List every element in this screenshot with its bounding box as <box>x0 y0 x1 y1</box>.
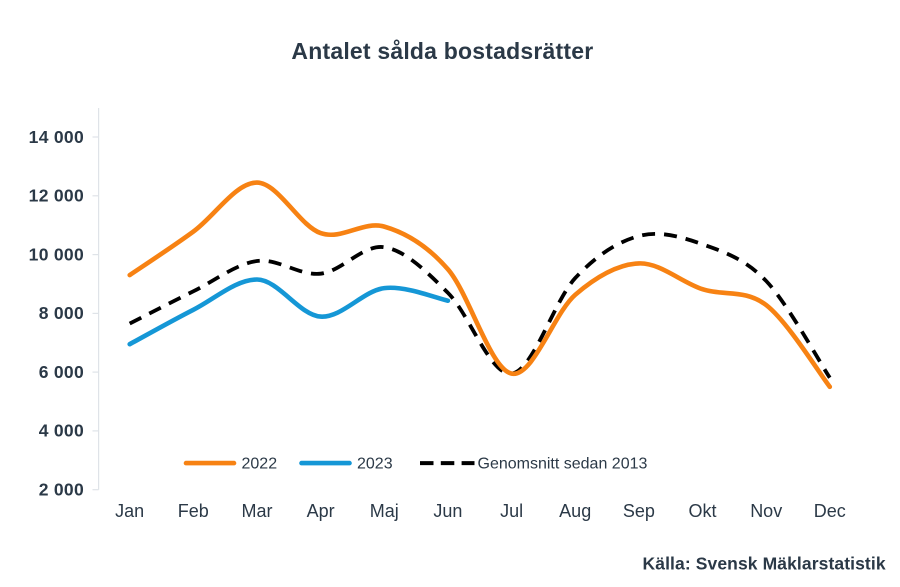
svg-text:Okt: Okt <box>688 501 716 521</box>
svg-text:Sep: Sep <box>623 501 655 521</box>
svg-text:Jun: Jun <box>433 501 462 521</box>
svg-text:Jan: Jan <box>115 501 144 521</box>
svg-text:Källa: Svensk Mäklarstatistik: Källa: Svensk Mäklarstatistik <box>643 554 886 574</box>
svg-text:4 000: 4 000 <box>39 421 84 441</box>
svg-text:Apr: Apr <box>307 501 335 521</box>
svg-text:Dec: Dec <box>814 501 846 521</box>
svg-text:Aug: Aug <box>559 501 591 521</box>
svg-text:Maj: Maj <box>370 501 399 521</box>
svg-text:Nov: Nov <box>750 501 782 521</box>
svg-text:2023: 2023 <box>357 455 393 472</box>
svg-text:Mar: Mar <box>242 501 273 521</box>
svg-text:2022: 2022 <box>242 455 278 472</box>
svg-text:Feb: Feb <box>178 501 209 521</box>
svg-text:6 000: 6 000 <box>39 362 84 382</box>
svg-text:12 000: 12 000 <box>29 186 84 206</box>
svg-text:2 000: 2 000 <box>39 480 84 500</box>
svg-text:14 000: 14 000 <box>29 127 84 147</box>
svg-text:10 000: 10 000 <box>29 244 84 264</box>
svg-text:Jul: Jul <box>500 501 523 521</box>
svg-text:Genomsnitt sedan 2013: Genomsnitt sedan 2013 <box>478 455 648 472</box>
svg-text:8 000: 8 000 <box>39 303 84 323</box>
svg-text:Antalet sålda bostadsrätter: Antalet sålda bostadsrätter <box>291 38 593 64</box>
